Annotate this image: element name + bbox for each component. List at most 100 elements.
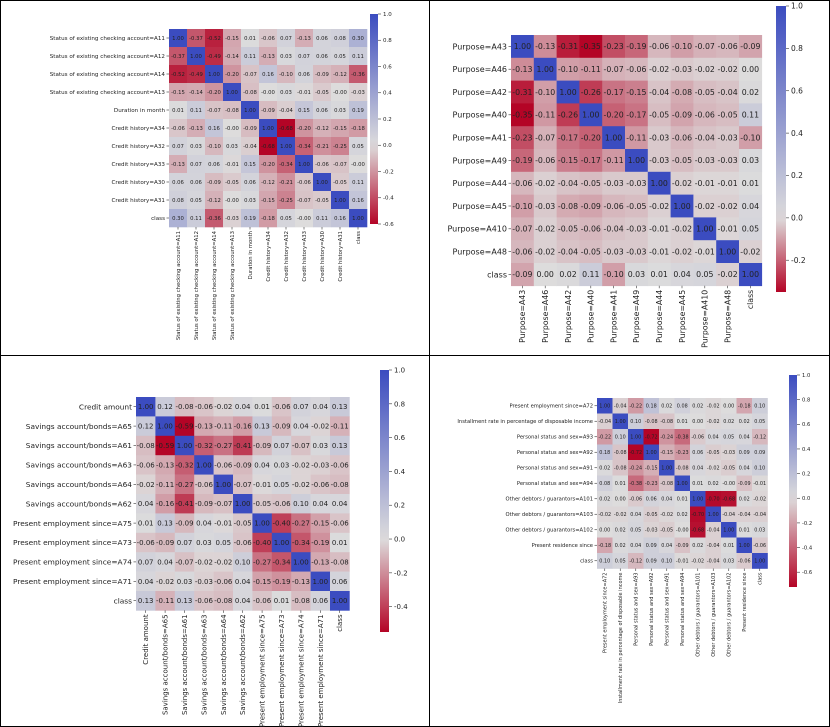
heatmap-cell xyxy=(670,171,694,195)
cell-value-label: -0.15 xyxy=(225,36,239,42)
heatmap-cell xyxy=(533,217,557,241)
heatmap-cell xyxy=(331,173,350,192)
col-tick-label: Credit history=A34 xyxy=(266,230,272,281)
cell-value-label: -0.07 xyxy=(297,198,311,204)
cell-value-label: -0.31 xyxy=(512,88,532,97)
heatmap-cell xyxy=(223,65,242,84)
cell-value-label: -0.06 xyxy=(649,42,669,51)
cell-value-label: 0.03 xyxy=(334,108,346,114)
cell-value-label: 0.04 xyxy=(739,435,750,441)
heatmap-cell xyxy=(628,522,644,538)
heatmap-cell xyxy=(739,217,763,241)
heatmap-cell xyxy=(628,475,644,492)
cell-value-label: 1.00 xyxy=(615,419,626,425)
heatmap-cell xyxy=(597,553,613,569)
heatmap-cell xyxy=(674,537,691,554)
cell-value-label: -0.03 xyxy=(225,216,239,222)
heatmap-cell xyxy=(252,455,273,475)
cell-value-label: -0.02 xyxy=(195,558,213,566)
cell-value-label: -0.02 xyxy=(311,423,329,431)
heatmap-cell xyxy=(690,398,706,414)
cell-value-label: -0.02 xyxy=(691,559,704,565)
heatmap-cell xyxy=(233,571,253,592)
heatmap-cell xyxy=(579,35,603,59)
heatmap-cell xyxy=(136,474,156,495)
heatmap-cell xyxy=(674,506,691,523)
cell-value-label: -0.03 xyxy=(604,179,624,188)
heatmap-cell xyxy=(597,444,613,461)
row-tick-label: Personal status and sex=A94 xyxy=(517,481,594,487)
heatmap-cell xyxy=(739,149,763,173)
row-tick-label: class xyxy=(487,270,507,279)
cell-value-label: 0.01 xyxy=(138,520,154,528)
row-tick-label: Purpose=A49 xyxy=(453,156,507,165)
heatmap-cell xyxy=(330,435,350,456)
heatmap-cell xyxy=(310,397,331,417)
col-tick-label: Status of existing checking account=A14 xyxy=(212,230,218,340)
heatmap-cell xyxy=(259,29,278,48)
colorbar-tick-label: 0.2 xyxy=(791,171,803,180)
heatmap-cell xyxy=(579,194,603,218)
heatmap-cell xyxy=(271,416,292,437)
colorbar-tick-label: 0.2 xyxy=(383,117,392,123)
heatmap-cell xyxy=(155,474,176,495)
heatmap-cell xyxy=(252,591,273,611)
cell-value-label: 1.00 xyxy=(696,225,713,234)
heatmap-cell xyxy=(628,460,644,476)
heatmap-cell xyxy=(241,173,260,192)
heatmap-cell xyxy=(705,537,722,554)
heatmap-cell xyxy=(349,191,368,210)
cell-value-label: 0.01 xyxy=(274,597,290,605)
heatmap-cell xyxy=(187,209,206,228)
cell-value-label: -0.06 xyxy=(672,133,692,142)
cell-value-label: -0.09 xyxy=(207,180,221,186)
cell-value-label: -0.05 xyxy=(645,512,658,518)
heatmap-cell xyxy=(330,494,350,514)
heatmap-cell xyxy=(533,35,557,59)
cell-value-label: -0.13 xyxy=(311,558,329,566)
heatmap-cell xyxy=(736,553,753,569)
heatmap-cell xyxy=(533,240,557,264)
heatmap-cell xyxy=(187,191,206,210)
cell-value-label: -0.08 xyxy=(672,88,692,97)
heatmap-cell xyxy=(659,444,675,461)
row-tick-label: Installment rate in percentage of dispos… xyxy=(457,419,593,425)
heatmap-cell xyxy=(252,552,273,572)
cell-value-label: -0.11 xyxy=(331,423,349,431)
cell-value-label: -0.13 xyxy=(535,42,555,51)
heatmap-cell xyxy=(597,506,613,523)
heatmap-cell xyxy=(705,491,722,507)
heatmap-cell xyxy=(643,460,660,476)
heatmap-cell xyxy=(213,591,234,611)
colorbar-tick-label: 0.4 xyxy=(791,129,803,138)
heatmap-cell xyxy=(330,591,350,611)
heatmap-cell xyxy=(647,263,671,287)
heatmap-cell xyxy=(693,240,717,264)
cell-value-label: -0.23 xyxy=(676,450,689,456)
row-tick-label: Savings account/bonds=A61 xyxy=(26,441,133,450)
heatmap-cell xyxy=(252,435,273,456)
cell-value-label: -0.09 xyxy=(272,423,290,431)
heatmap-cell xyxy=(313,101,332,120)
heatmap-cell xyxy=(511,149,535,173)
cell-value-label: 0.00 xyxy=(615,497,626,503)
heatmap-cell xyxy=(291,571,311,592)
cell-value-label: -0.18 xyxy=(351,126,365,132)
row-tick-label: Other debtors / guarantors=A101 xyxy=(506,497,593,503)
cell-value-label: -0.08 xyxy=(214,597,232,605)
heatmap-cell xyxy=(533,103,557,127)
heatmap-cell xyxy=(223,155,242,174)
heatmap-cell xyxy=(310,513,331,534)
col-tick-label: Other debtors / guarantors=A103 xyxy=(711,573,717,657)
cell-value-label: -0.06 xyxy=(272,403,291,411)
heatmap-cell xyxy=(205,29,224,48)
heatmap-cell xyxy=(628,444,644,461)
cell-value-label: -0.04 xyxy=(279,108,293,114)
colorbar xyxy=(370,14,378,224)
cell-value-label: 0.03 xyxy=(754,528,765,534)
cell-value-label: -0.00 xyxy=(225,198,239,204)
cell-value-label: -0.68 xyxy=(722,497,735,503)
cell-value-label: 0.02 xyxy=(723,419,734,425)
heatmap-cell xyxy=(628,429,644,445)
heatmap-cell xyxy=(597,537,613,554)
